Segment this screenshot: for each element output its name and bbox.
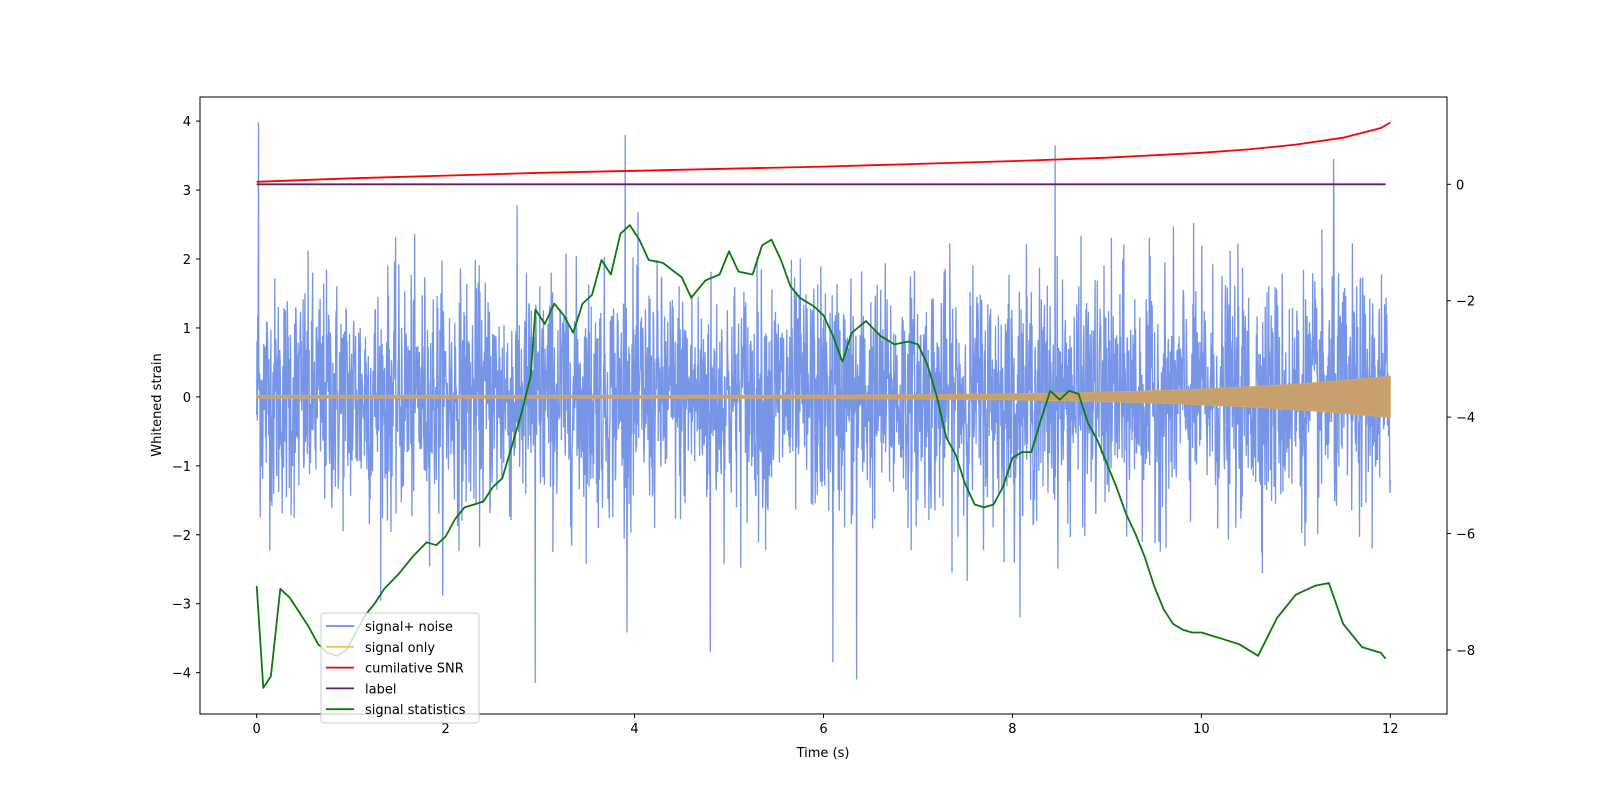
y-tick-label: 1 [183, 322, 191, 337]
y-right-tick-label: 0 [1456, 178, 1464, 193]
legend-label: cumilative SNR [365, 662, 464, 677]
y-tick-label: −2 [172, 529, 191, 544]
y-tick-label: −1 [172, 460, 191, 475]
y-tick-label: −4 [172, 667, 191, 682]
x-tick-label: 6 [819, 722, 827, 737]
x-tick-label: 2 [441, 722, 449, 737]
x-axis: 0 2 4 6 8 10 12 [253, 714, 1399, 737]
series-line-cumilative-snr [256, 121, 1391, 183]
y-tick-label: 3 [183, 184, 191, 199]
series-line-signal-statistics [255, 224, 1387, 689]
series-layer [255, 121, 1391, 689]
legend-label: signal only [365, 641, 435, 656]
y-axis-left: −4 −3 −2 −1 0 1 2 3 4 [172, 115, 200, 682]
legend-label: label [365, 682, 396, 697]
y-axis-right: −8 −6 −4 −2 0 [1447, 178, 1475, 659]
x-tick-label: 10 [1193, 722, 1210, 737]
y-tick-label: 0 [183, 391, 191, 406]
y-tick-label: 2 [183, 253, 191, 268]
y-right-tick-label: −2 [1456, 295, 1475, 310]
x-tick-label: 4 [630, 722, 638, 737]
legend-label: signal+ noise [365, 620, 453, 635]
y-axis-label: Whitened strain [150, 353, 165, 456]
x-tick-label: 0 [253, 722, 261, 737]
x-tick-label: 8 [1008, 722, 1016, 737]
series-area-signal-only [256, 375, 1391, 419]
x-axis-label: Time (s) [796, 746, 850, 761]
x-tick-label: 12 [1382, 722, 1399, 737]
series-line-signal-noise [256, 122, 1391, 684]
y-right-tick-label: −8 [1456, 644, 1475, 659]
y-tick-label: 4 [183, 115, 191, 130]
legend: signal+ noise signal only cumilative SNR la… [320, 612, 480, 724]
legend-box [320, 612, 480, 724]
y-right-tick-label: −4 [1456, 411, 1475, 426]
y-tick-label: −3 [172, 598, 191, 613]
y-right-tick-label: −6 [1456, 528, 1475, 543]
legend-label: signal statistics [365, 703, 466, 718]
